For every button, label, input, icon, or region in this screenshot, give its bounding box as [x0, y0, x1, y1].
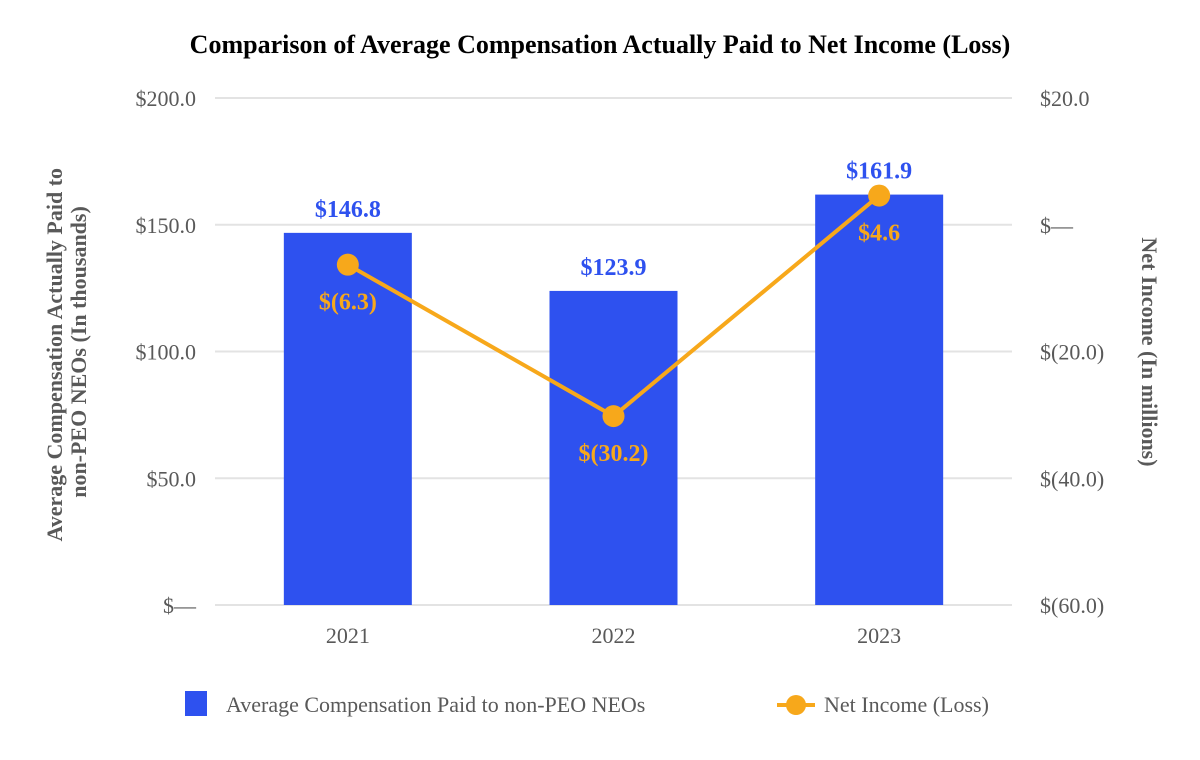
right-tick-label: $20.0 — [1040, 86, 1090, 111]
line-point — [602, 405, 625, 428]
legend-bar-swatch — [185, 691, 207, 716]
x-tick-label: 2021 — [326, 623, 370, 648]
x-tick-label: 2022 — [592, 623, 636, 648]
legend-line-marker — [786, 695, 806, 715]
bar-data-label: $146.8 — [315, 197, 381, 223]
right-tick-label: $(20.0) — [1040, 340, 1104, 365]
right-tick-label: $(40.0) — [1040, 466, 1104, 491]
line-series: $(6.3) $(30.2) $4.6 — [319, 184, 900, 467]
left-tick-label: $200.0 — [136, 86, 197, 111]
line-point — [868, 184, 891, 207]
right-tick-label: $(60.0) — [1040, 593, 1104, 618]
left-tick-label: $— — [163, 593, 197, 618]
x-tick-label: 2023 — [857, 623, 901, 648]
line-data-label: $(6.3) — [319, 290, 377, 316]
left-tick-label: $100.0 — [136, 340, 197, 365]
bar — [283, 232, 412, 605]
bar-data-label: $123.9 — [581, 255, 647, 281]
bar — [549, 290, 678, 605]
bar-data-label: $161.9 — [846, 159, 912, 185]
left-tick-label: $150.0 — [136, 213, 197, 238]
bar — [815, 194, 944, 605]
right-axis-title: Net Income (In millions) — [1137, 237, 1162, 466]
line-data-label: $4.6 — [858, 221, 900, 247]
legend-line-label: Net Income (Loss) — [824, 692, 989, 717]
left-axis-title: Average Compensation Actually Paid to no… — [42, 162, 91, 541]
axes: $— $50.0 $100.0 $150.0 $200.0 $(60.0) $(40.0) $… — [136, 86, 1105, 648]
right-tick-label: $— — [1040, 213, 1074, 238]
legend-bar-label: Average Compensation Paid to non-PEO NEO… — [226, 692, 645, 717]
chart-title: Comparison of Average Compensation Actua… — [190, 30, 1011, 59]
line-point — [336, 253, 359, 276]
line-data-label: $(30.2) — [579, 441, 649, 467]
bars: $146.8 $123.9 $161.9 — [283, 159, 944, 605]
left-tick-label: $50.0 — [147, 466, 197, 491]
legend: Average Compensation Paid to non-PEO NEO… — [185, 691, 989, 717]
